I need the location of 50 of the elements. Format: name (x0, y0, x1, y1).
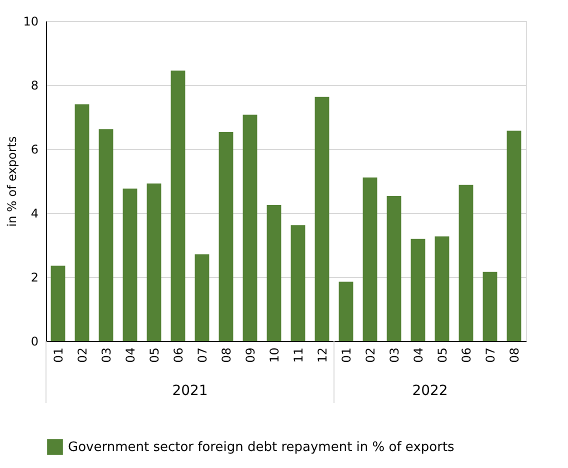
x-tick-label: 12 (316, 348, 330, 363)
x-tick-label: 09 (244, 348, 258, 363)
bar (458, 184, 474, 341)
bar (218, 132, 234, 341)
bar (50, 266, 66, 341)
text: 2022 (412, 383, 448, 399)
bar (386, 196, 402, 341)
x-tick-label: 08 (220, 348, 234, 363)
x-tick-label: 05 (436, 348, 450, 363)
x-tick-label: 01 (340, 348, 354, 363)
y-tick-label: 10 (23, 14, 38, 28)
x-tick-label: 06 (460, 348, 474, 363)
bar (434, 236, 450, 341)
y-tick-label: 0 (30, 334, 38, 348)
x-tick-label: 06 (172, 348, 186, 363)
x-tick-label: 07 (196, 348, 210, 363)
legend-label: Government sector foreign debt repayment in % of exports (68, 440, 455, 455)
bar (266, 205, 282, 341)
bar (74, 104, 90, 341)
x-tick-label: 02 (364, 348, 378, 363)
x-tick-label: 03 (388, 348, 402, 363)
bar (410, 238, 426, 341)
x-tick-label: 10 (268, 348, 282, 363)
bar (146, 184, 162, 341)
bar (290, 225, 306, 341)
x-tick-label: 05 (148, 348, 162, 363)
y-tick-label: 8 (30, 78, 38, 92)
bar (194, 254, 210, 341)
bar (338, 282, 354, 341)
x-tick-label: 04 (124, 348, 138, 363)
x-tick-label: 03 (100, 348, 114, 363)
bar (362, 177, 378, 341)
y-tick-label: 4 (30, 206, 38, 220)
y-tick-label: 2 (30, 270, 38, 284)
bar (242, 114, 258, 341)
x-tick-label: 02 (76, 348, 90, 363)
bar (122, 188, 138, 341)
bar (170, 70, 186, 341)
bar (314, 96, 330, 341)
text: 2021 (172, 383, 208, 399)
x-tick-label: 01 (52, 348, 66, 363)
x-tick-label: 04 (412, 348, 426, 363)
bar (98, 129, 114, 341)
bar (482, 272, 498, 341)
x-tick-label: 07 (484, 348, 498, 363)
y-tick-label: 6 (30, 142, 38, 156)
x-tick-label: 11 (292, 348, 306, 363)
x-tick-label: 08 (508, 348, 522, 363)
y-axis-title: in % of exports (5, 136, 20, 227)
bar (506, 130, 522, 341)
